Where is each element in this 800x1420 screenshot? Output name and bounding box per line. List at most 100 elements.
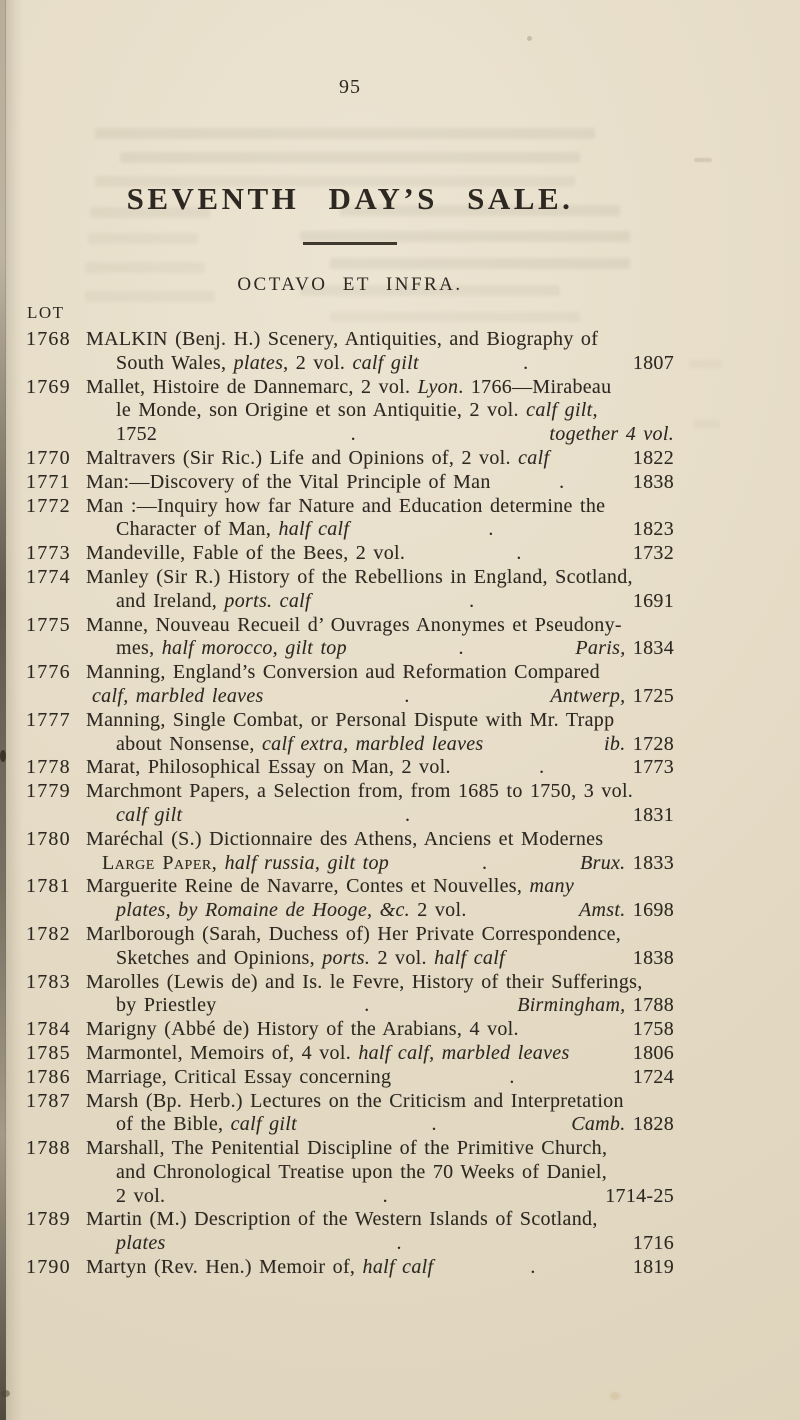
text-block: 95 SEVENTH DAY’S SALE. OCTAVO ET INFRA. … (26, 0, 674, 1420)
text-segment: Marsh (Bp. Herb.) Lectures on the Critic… (86, 1089, 624, 1112)
lot-imprint-year: Amst. 1698 (579, 899, 674, 923)
lot-line: of the Bible, calf gilt. Camb. 1828 (26, 1113, 674, 1137)
lot-line: 1752. together 4 vol. (26, 423, 674, 447)
separator-dot: . (559, 470, 565, 493)
lot-number: 1786 (26, 1065, 71, 1088)
lot-number: 1770 (26, 446, 71, 469)
text-segment: Mandeville, Fable of the Bees, 2 vol. (86, 542, 406, 565)
lot-text: Maréchal (S.) Dictionnaire des Athens, A… (86, 828, 603, 852)
lot-line: 1789 Martin (M.) Description of the Weste… (26, 1208, 674, 1232)
text-segment: 1833 (625, 851, 674, 874)
text-segment: Martin (M.) Description of the Western I… (86, 1208, 598, 1231)
lot-text: Manning, Single Combat, or Personal Disp… (86, 709, 614, 733)
text-segment: half russia, gilt top (224, 851, 390, 874)
text-segment: Antwerp, (550, 684, 626, 707)
lot-line: and Ireland, ports. calf. 1691 (26, 590, 674, 614)
bleedthrough-line (85, 291, 215, 302)
text-segment: MALKIN (Benj. H.) Scenery, Antiquities, … (86, 328, 599, 350)
text-segment: and Chronological Treatise upon the 70 W… (116, 1160, 607, 1183)
lot-text: plates, by Romaine de Hooge, &c. 2 vol. (116, 899, 467, 923)
lot-line: 1790 Martyn (Rev. Hen.) Memoir of, half c… (26, 1256, 674, 1280)
text-segment: 1788 (625, 994, 674, 1017)
lot-number: 1790 (26, 1256, 71, 1279)
paper-stain (694, 158, 712, 162)
text-segment: half calf (434, 946, 505, 969)
lot-text: Man :—Inquiry how far Nature and Educati… (86, 495, 605, 519)
lot-line: South Wales, plates, 2 vol. calf gilt. 18… (26, 352, 674, 376)
text-segment: calf (518, 446, 550, 469)
lot-line: 1787 Marsh (Bp. Herb.) Lectures on the Cr… (26, 1090, 674, 1114)
lot-imprint-year: 1807 (633, 352, 674, 376)
text-segment: , 2 vol. (283, 351, 353, 374)
lot-imprint-year: 1714-25 (605, 1185, 674, 1209)
lot-imprint-year: Paris, 1834 (575, 637, 674, 661)
text-segment: about Nonsense, (116, 732, 262, 755)
lot-imprint-year: 1819 (633, 1256, 674, 1280)
text-segment: many (529, 875, 575, 898)
text-segment: Marshall, The Penitential Discipline of … (86, 1137, 608, 1160)
bleedthrough-line (120, 152, 580, 163)
separator-dot: . (364, 994, 370, 1017)
separator-dot: . (469, 589, 475, 612)
lot-line: mes, half morocco, gilt top. Paris, 1834 (26, 637, 674, 661)
text-segment: ib. (604, 732, 626, 755)
text-segment: half morocco, gilt top (161, 637, 347, 660)
separator-dot: . (523, 351, 529, 374)
lot-text: Marat, Philosophical Essay on Man, 2 vol… (86, 756, 451, 780)
text-segment: Marlborough (Sarah, Duchess of) Her Priv… (86, 922, 622, 945)
text-segment: Manne, Nouveau Recueil d’ Ouvrages Anony… (86, 613, 622, 636)
lot-text: Man:—Discovery of the Vital Principle of… (86, 471, 491, 495)
lot-text: Manley (Sir R.) History of the Rebellion… (86, 566, 633, 590)
lot-text: by Priestley (116, 994, 217, 1018)
lot-imprint-year: Antwerp, 1725 (550, 685, 674, 709)
text-segment: 1828 (625, 1113, 675, 1136)
text-segment: 1819 (632, 1256, 675, 1279)
lot-line: 1788 Marshall, The Penitential Discipline… (26, 1137, 674, 1161)
lot-text: South Wales, plates, 2 vol. calf gilt (116, 352, 419, 376)
lot-text: Marshall, The Penitential Discipline of … (86, 1137, 607, 1161)
lot-line: 1776 Manning, England’s Conversion aud Re… (26, 661, 674, 685)
bleedthrough-line (330, 312, 580, 322)
separator-dot: . (396, 1232, 402, 1255)
lot-imprint-year: 1724 (633, 1066, 674, 1090)
lot-line: 1775 Manne, Nouveau Recueil d’ Ouvrages A… (26, 614, 674, 638)
lot-imprint-year: 1758 (633, 1018, 674, 1042)
lot-text: calf gilt (116, 804, 182, 828)
lot-line: calf, marbled leaves. Antwerp, 1725 (26, 685, 674, 709)
text-segment: 1728 (625, 732, 674, 755)
lot-number: 1788 (26, 1137, 71, 1160)
text-segment: 1838 (632, 470, 674, 493)
text-segment: ports. (322, 946, 371, 969)
text-segment: Marguerite Reine de Navarre, Contes et N… (86, 875, 530, 898)
text-segment: South Wales, (116, 351, 234, 374)
text-segment: 1807 (632, 351, 675, 374)
separator-dot: . (516, 542, 522, 565)
text-segment: mes, (116, 637, 162, 660)
text-segment: Large Paper, (102, 851, 218, 874)
page-gutter-shadow (0, 0, 6, 1420)
lot-imprint-year: 1806 (633, 1042, 674, 1066)
lot-line: plates. 1716 (26, 1232, 674, 1256)
lot-line: 1769 Mallet, Histoire de Dannemarc, 2 vol… (26, 376, 674, 400)
lot-line: 1786 Marriage, Critical Essay concerning.… (26, 1066, 674, 1090)
ink-speck (1, 1390, 10, 1397)
text-segment: 1838 (632, 946, 674, 969)
bleedthrough-line (300, 285, 560, 296)
lot-imprint-year: Birmingham, 1788 (517, 994, 674, 1018)
lot-text: Marchmont Papers, a Selection from, from… (86, 780, 633, 804)
text-segment: ports. calf (224, 589, 311, 612)
lot-text: Manning, England’s Conversion aud Reform… (86, 661, 600, 685)
lot-text: Marlborough (Sarah, Duchess of) Her Priv… (86, 923, 621, 947)
lot-line: Character of Man, half calf. 1823 (26, 518, 674, 542)
lot-text: Marolles (Lewis de) and Is. le Fevre, Hi… (86, 971, 643, 995)
bleedthrough-line (90, 207, 210, 218)
lot-number: 1775 (26, 613, 71, 636)
text-segment: 1732 (632, 542, 675, 565)
divider-rule (303, 242, 397, 245)
text-segment: Manley (Sir R.) History of the Rebellion… (86, 565, 633, 588)
lot-text: Mandeville, Fable of the Bees, 2 vol. (86, 542, 405, 566)
text-segment: calf gilt, (526, 399, 598, 422)
lot-number: 1780 (26, 827, 71, 850)
text-segment: Birmingham, (517, 994, 626, 1017)
bleedthrough-line (85, 262, 205, 273)
